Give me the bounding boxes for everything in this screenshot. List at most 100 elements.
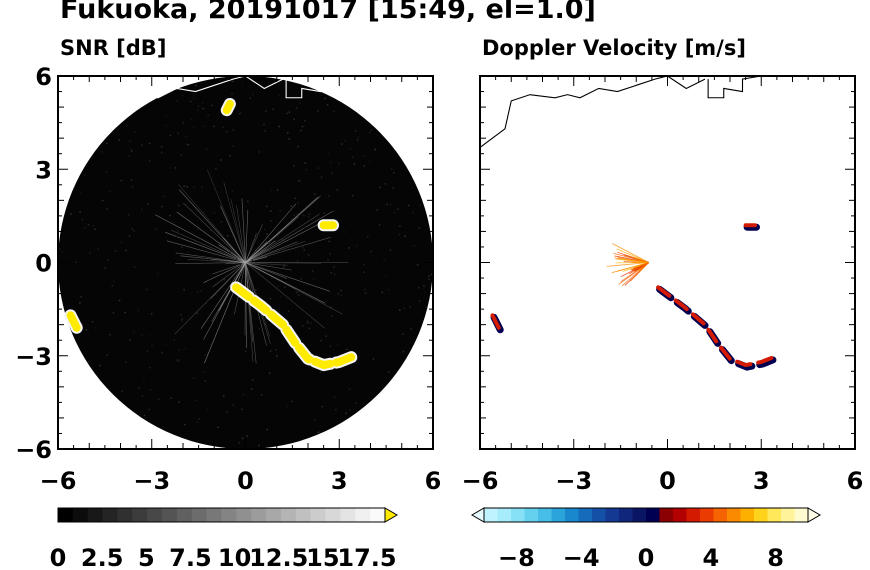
noise-speckle	[128, 214, 130, 216]
noise-speckle	[109, 190, 111, 193]
noise-speckle	[295, 291, 298, 294]
noise-speckle	[129, 339, 132, 341]
noise-speckle	[87, 224, 90, 226]
noise-speckle	[182, 122, 185, 124]
colorbar-swatch	[162, 508, 178, 522]
noise-speckle	[131, 186, 134, 188]
noise-speckle	[364, 288, 366, 291]
noise-speckle	[184, 347, 186, 350]
noise-speckle	[294, 197, 297, 200]
noise-speckle	[287, 310, 290, 312]
noise-speckle	[336, 343, 339, 345]
noise-speckle	[154, 228, 157, 231]
noise-speckle	[177, 358, 180, 361]
noise-speckle	[213, 125, 215, 128]
noise-speckle	[413, 244, 415, 247]
clutter-ray	[245, 216, 299, 263]
noise-speckle	[416, 264, 419, 266]
colorbar-swatch	[781, 508, 795, 522]
noise-speckle	[240, 273, 243, 276]
noise-speckle	[263, 123, 265, 126]
noise-speckle	[231, 93, 233, 95]
noise-speckle	[130, 150, 133, 152]
plot-content-0	[58, 76, 433, 449]
noise-speckle	[148, 408, 151, 411]
noise-speckle	[173, 339, 176, 341]
noise-speckle	[239, 263, 241, 266]
noise-speckle	[387, 288, 390, 291]
noise-speckle	[238, 441, 241, 444]
noise-speckle	[242, 393, 244, 396]
colorbar-swatch	[754, 508, 768, 522]
noise-speckle	[402, 333, 404, 335]
clutter-ray	[621, 262, 650, 287]
noise-speckle	[198, 418, 200, 420]
noise-speckle	[344, 231, 346, 233]
noise-speckle	[389, 203, 392, 206]
noise-speckle	[181, 318, 184, 320]
noise-speckle	[404, 235, 406, 238]
noise-speckle	[80, 296, 82, 298]
noise-speckle	[298, 294, 300, 296]
noise-speckle	[141, 144, 143, 146]
noise-speckle	[178, 360, 180, 363]
colorbar-tick-label: 0	[50, 544, 67, 570]
noise-speckle	[317, 431, 320, 433]
colorbar-swatch	[191, 508, 208, 522]
clutter-ray	[245, 209, 249, 263]
colorbar-swatch	[147, 508, 163, 522]
noise-speckle	[398, 233, 401, 236]
noise-speckle	[324, 97, 326, 100]
noise-speckle	[156, 273, 159, 275]
y-tick-label: 0	[35, 250, 52, 278]
noise-speckle	[187, 251, 189, 253]
noise-speckle	[204, 380, 207, 382]
colorbar-swatch	[266, 508, 282, 522]
noise-speckle	[297, 202, 299, 204]
noise-speckle	[423, 285, 425, 287]
clutter-ray	[174, 262, 246, 335]
noise-speckle	[200, 290, 203, 292]
noise-speckle	[208, 279, 210, 281]
y-tick-label: −3	[15, 343, 52, 371]
noise-speckle	[196, 312, 198, 315]
colorbar-swatch	[295, 508, 312, 522]
noise-speckle	[305, 169, 308, 171]
noise-speckle	[288, 138, 290, 140]
noise-speckle	[270, 220, 272, 222]
clutter-ray	[245, 203, 297, 263]
noise-speckle	[296, 214, 298, 216]
x-tick-label: 3	[331, 467, 348, 495]
clutter-ray	[165, 232, 246, 263]
clutter-ray	[178, 184, 246, 263]
colorbar-swatch	[713, 508, 728, 522]
noise-speckle	[210, 229, 212, 231]
noise-speckle	[109, 334, 111, 336]
noise-speckle	[353, 163, 356, 165]
noise-speckle	[133, 331, 135, 333]
noise-speckle	[137, 309, 140, 312]
noise-speckle	[121, 179, 124, 181]
noise-speckle	[296, 260, 299, 263]
noise-speckle	[286, 405, 288, 408]
noise-speckle	[385, 275, 387, 277]
clutter-ray	[245, 233, 257, 263]
noise-speckle	[345, 412, 347, 414]
noise-speckle	[189, 100, 192, 103]
echo-band-2	[66, 311, 81, 332]
noise-speckle	[205, 302, 207, 304]
noise-speckle	[118, 299, 121, 302]
clutter-ray	[241, 198, 246, 263]
noise-speckle	[297, 291, 299, 293]
noise-speckle	[409, 306, 412, 308]
noise-speckle	[281, 261, 284, 263]
noise-speckle	[321, 405, 324, 408]
noise-speckle	[255, 292, 258, 295]
noise-speckle	[304, 119, 306, 122]
noise-speckle	[308, 327, 311, 330]
noise-speckle	[430, 273, 433, 276]
noise-speckle	[372, 358, 375, 360]
noise-speckle	[287, 296, 290, 299]
noise-speckle	[101, 199, 104, 202]
colorbar-swatch	[251, 508, 267, 522]
